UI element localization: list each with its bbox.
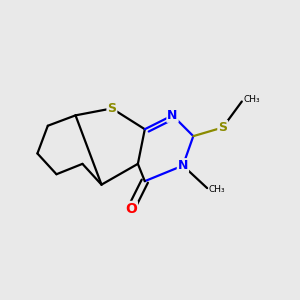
Text: O: O xyxy=(125,202,137,216)
Text: CH₃: CH₃ xyxy=(244,95,260,104)
Text: N: N xyxy=(167,109,178,122)
Text: CH₃: CH₃ xyxy=(209,185,226,194)
Text: N: N xyxy=(178,159,188,172)
Text: S: S xyxy=(218,121,227,134)
Text: S: S xyxy=(107,102,116,115)
